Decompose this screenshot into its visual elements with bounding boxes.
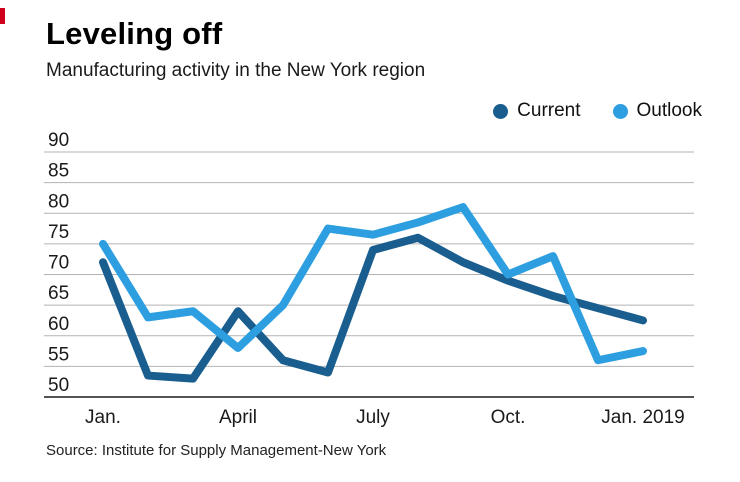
y-tick-label: 50 bbox=[48, 375, 69, 396]
y-tick-label: 55 bbox=[48, 344, 69, 365]
chart-title: Leveling off bbox=[46, 16, 223, 51]
legend-dot-current-icon bbox=[493, 103, 509, 119]
chart-svg: 90 85 80 75 70 65 60 55 50 Jan. April July Oct. Jan. … bbox=[44, 130, 694, 428]
x-tick-label: Jan. 2019 bbox=[601, 407, 684, 428]
x-tick-label: Oct. bbox=[491, 407, 526, 428]
y-tick-label: 75 bbox=[48, 222, 69, 243]
legend-label-outlook: Outlook bbox=[636, 100, 702, 121]
x-tick-label: April bbox=[219, 407, 257, 428]
x-tick-label: July bbox=[356, 407, 390, 428]
y-tick-label: 70 bbox=[48, 253, 69, 274]
brand-accent-mark bbox=[0, 8, 5, 24]
legend-label-current: Current bbox=[517, 100, 581, 121]
y-tick-label: 60 bbox=[48, 314, 69, 335]
y-tick-label: 65 bbox=[48, 283, 69, 304]
y-tick-label: 85 bbox=[48, 161, 69, 182]
y-tick-label: 90 bbox=[48, 130, 69, 151]
series-line-current bbox=[99, 233, 647, 383]
series-line-outlook bbox=[99, 203, 647, 365]
source-note: Source: Institute for Supply Management-… bbox=[46, 442, 387, 459]
legend-dot-outlook-icon bbox=[612, 103, 628, 119]
chart-legend: Current Outlook bbox=[493, 100, 702, 122]
legend-item-current: Current bbox=[493, 100, 581, 122]
x-tick-label: Jan. bbox=[85, 407, 121, 428]
y-tick-label: 80 bbox=[48, 191, 69, 212]
chart-subtitle: Manufacturing activity in the New York r… bbox=[46, 60, 426, 81]
legend-item-outlook: Outlook bbox=[612, 100, 702, 122]
